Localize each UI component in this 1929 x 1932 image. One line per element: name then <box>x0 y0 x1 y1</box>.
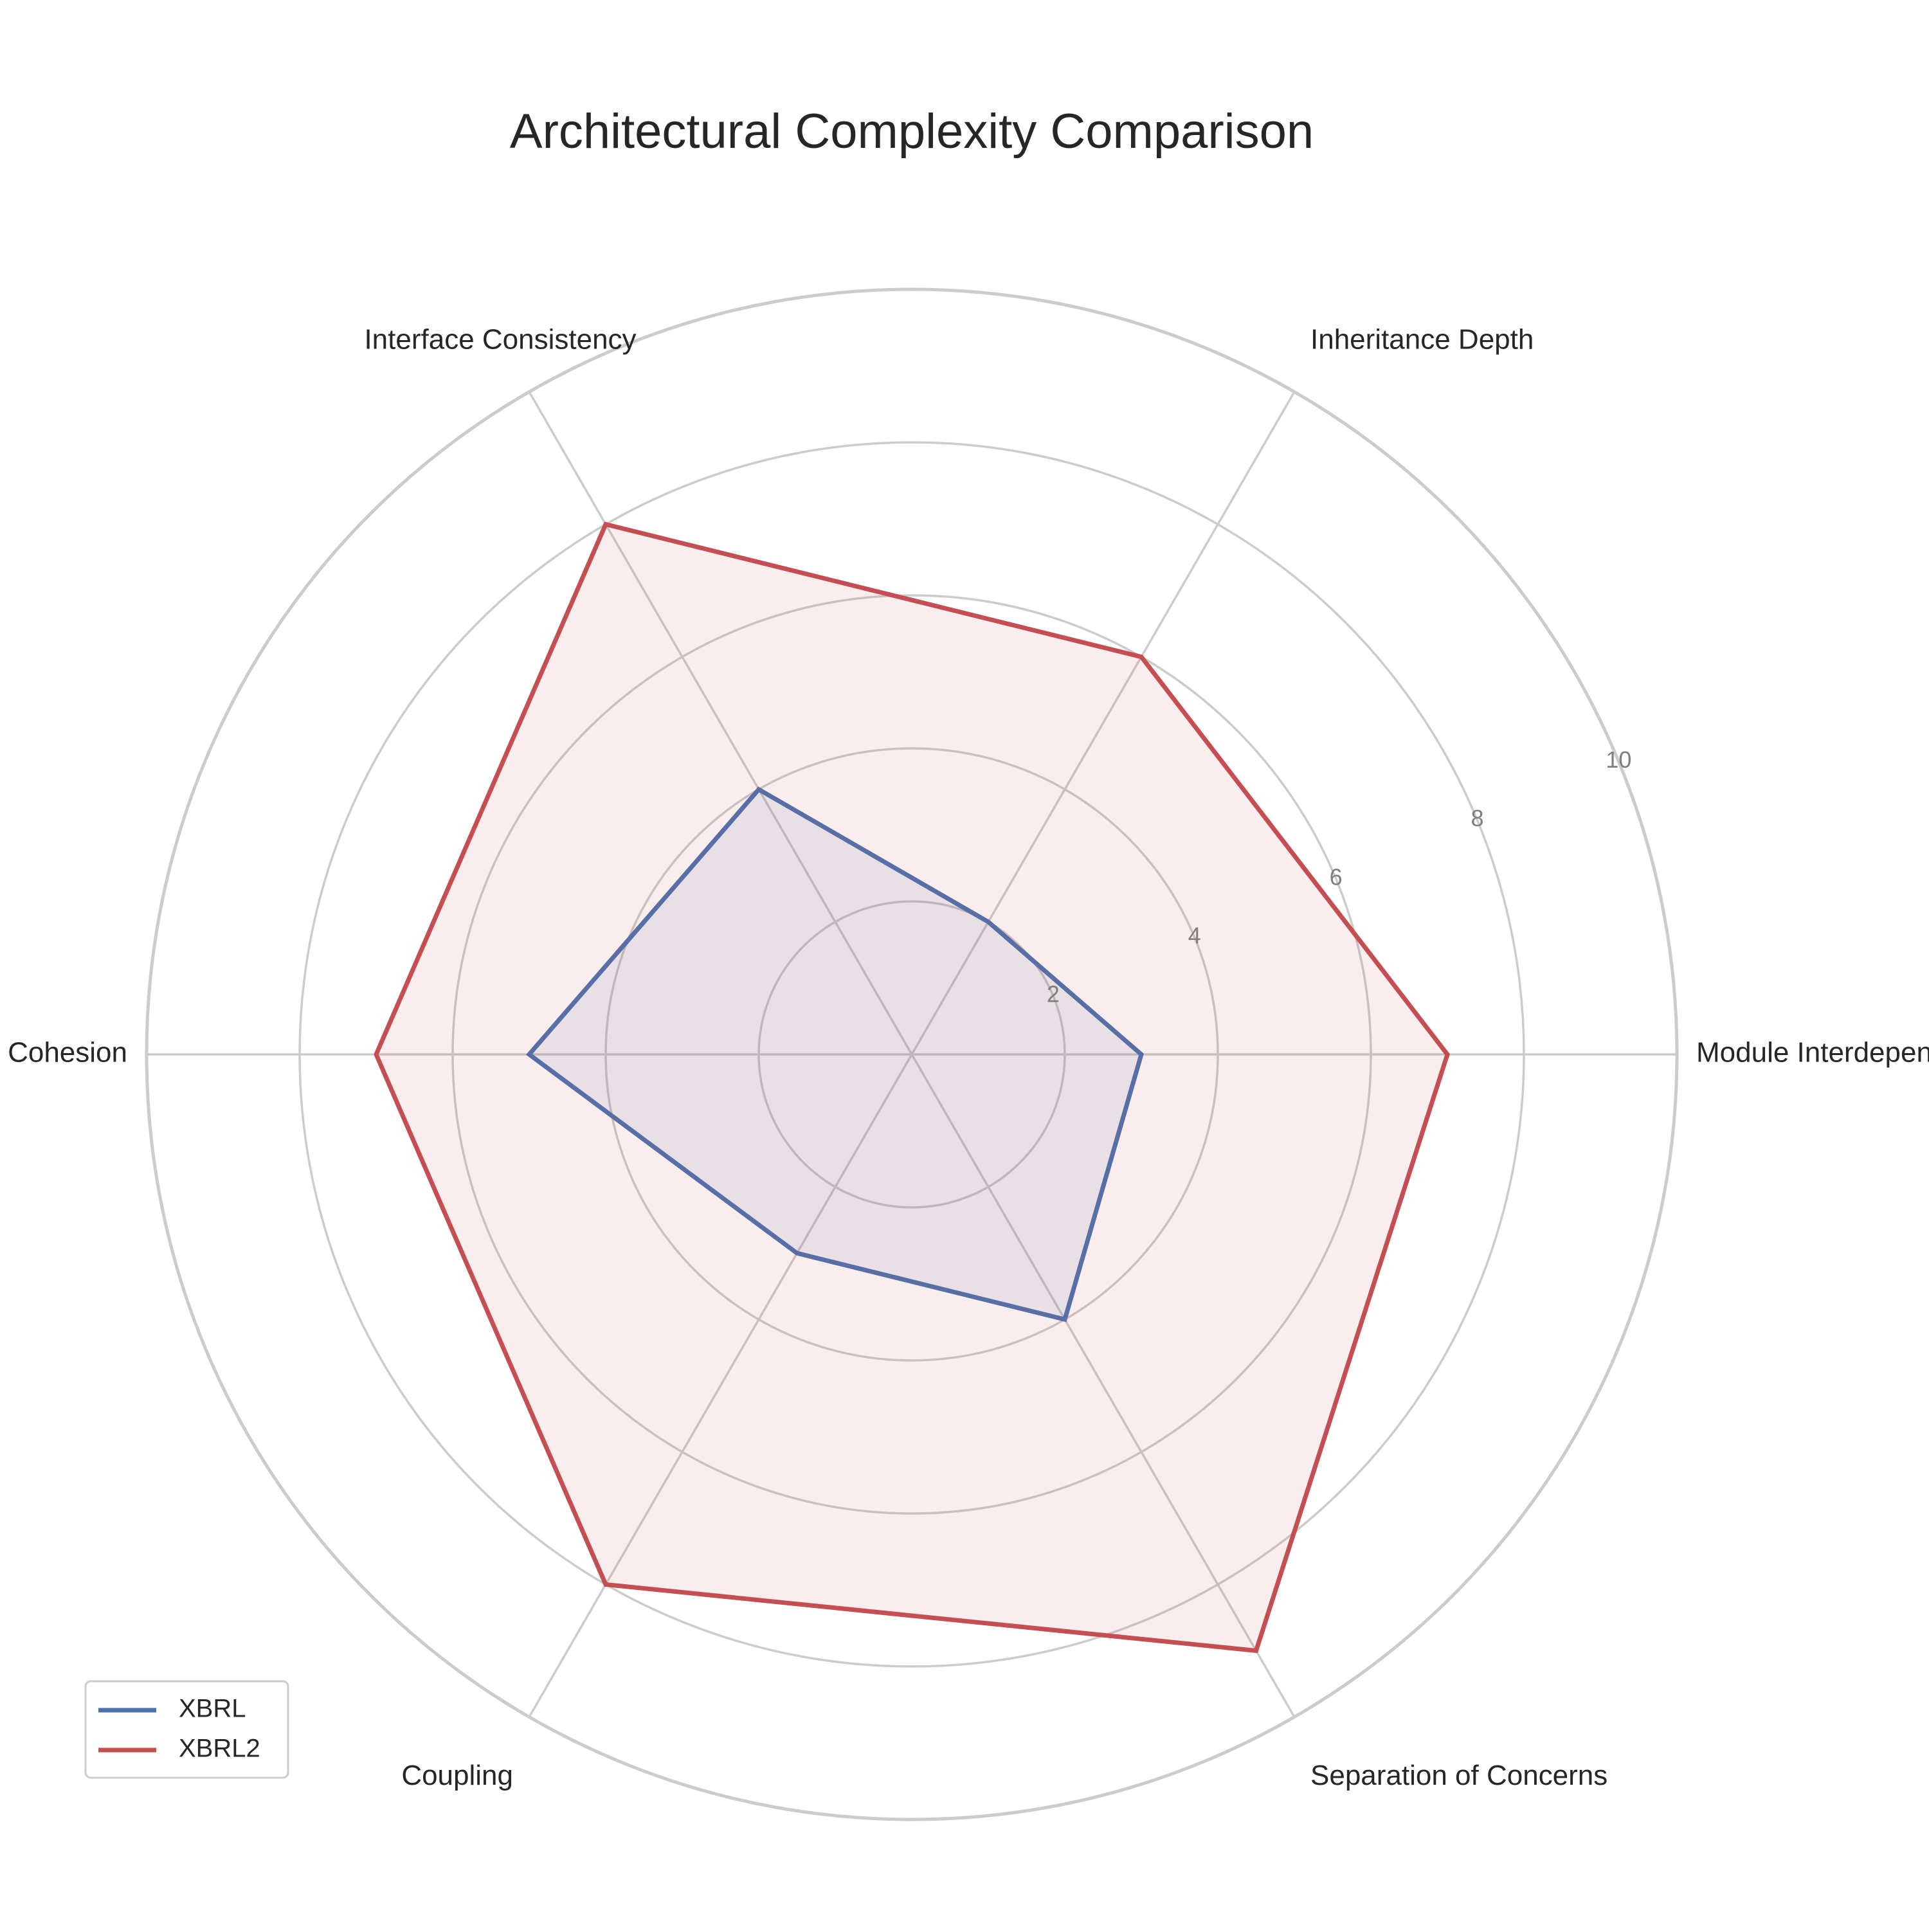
legend: XBRL XBRL2 <box>86 1681 288 1778</box>
radial-tick-label: 4 <box>1188 922 1201 948</box>
category-label: Inheritance Depth <box>1310 323 1534 355</box>
category-label: Cohesion <box>8 1037 127 1069</box>
category-label: Interface Consistency <box>364 323 636 355</box>
radial-tick-label: 8 <box>1471 805 1484 831</box>
radar-series <box>376 524 1447 1650</box>
legend-label: XBRL <box>179 1695 246 1723</box>
radial-tick-label: 10 <box>1606 746 1631 773</box>
legend-label: XBRL2 <box>179 1735 260 1763</box>
radial-tick-label: 2 <box>1047 980 1060 1007</box>
radial-tick-label: 6 <box>1330 863 1343 890</box>
chart-title: Architectural Complexity Comparison <box>510 104 1314 159</box>
series-fill-xbrl2 <box>376 525 1447 1651</box>
category-label: Module Interdependence <box>1696 1037 1929 1069</box>
category-label: Coupling <box>401 1760 513 1791</box>
category-label: Separation of Concerns <box>1310 1760 1608 1791</box>
